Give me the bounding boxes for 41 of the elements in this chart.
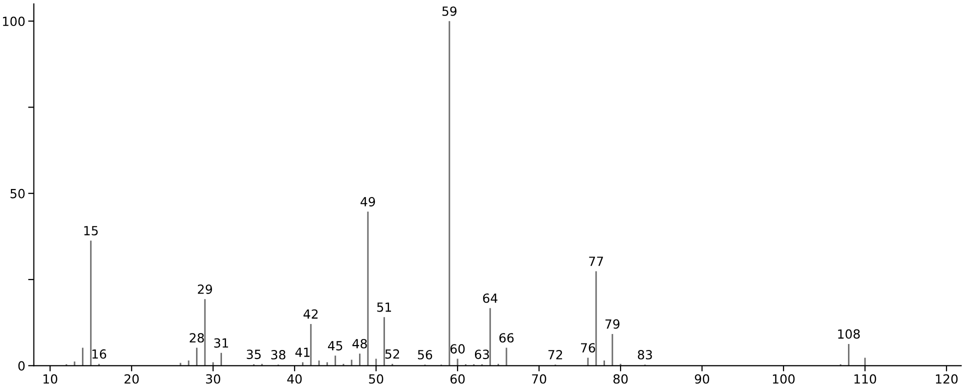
annotation: 52 (385, 349, 400, 359)
annotation: 108 (838, 329, 860, 339)
annotation: 48 (352, 338, 367, 348)
annotation: 72 (548, 350, 562, 360)
annotation: 28 (190, 333, 204, 343)
annotation: 77 (589, 256, 603, 266)
x-tick-label: 40 (287, 374, 302, 384)
annotation: 31 (214, 338, 228, 348)
annotation: 63 (474, 350, 489, 360)
x-tick-label: 100 (772, 374, 795, 384)
y-tick-label: 100 (2, 16, 25, 26)
x-tick-label: 20 (124, 374, 139, 384)
annotation: 35 (246, 350, 261, 360)
annotation: 42 (304, 309, 318, 319)
x-tick-label: 50 (369, 374, 384, 384)
annotation: 41 (295, 348, 310, 357)
annotation: 15 (84, 226, 98, 236)
x-tick-label: 120 (936, 374, 958, 384)
y-tick-label: 0 (18, 361, 25, 371)
x-tick-label: 60 (450, 374, 465, 384)
annotation: 64 (483, 293, 498, 303)
annotation: 59 (442, 6, 456, 16)
annotation: 49 (360, 196, 375, 206)
x-tick-label: 90 (694, 374, 710, 384)
x-tick-label: 30 (206, 374, 220, 384)
annotation: 83 (638, 350, 652, 360)
x-tick-label: 70 (532, 374, 546, 384)
annotation: 60 (450, 344, 465, 354)
annotation: 16 (92, 349, 106, 359)
x-tick-label: 110 (854, 374, 876, 384)
y-tick-label: 50 (10, 188, 25, 198)
annotation: 56 (418, 350, 432, 360)
x-tick-label: 80 (613, 374, 628, 384)
annotation: 76 (581, 343, 596, 353)
annotation: 79 (605, 319, 620, 329)
annotation: 66 (499, 333, 514, 343)
annotation: 38 (271, 350, 286, 360)
annotation: 29 (198, 284, 212, 294)
annotation: 45 (328, 341, 342, 350)
annotation: 51 (377, 302, 392, 312)
x-tick-label: 10 (44, 374, 58, 384)
